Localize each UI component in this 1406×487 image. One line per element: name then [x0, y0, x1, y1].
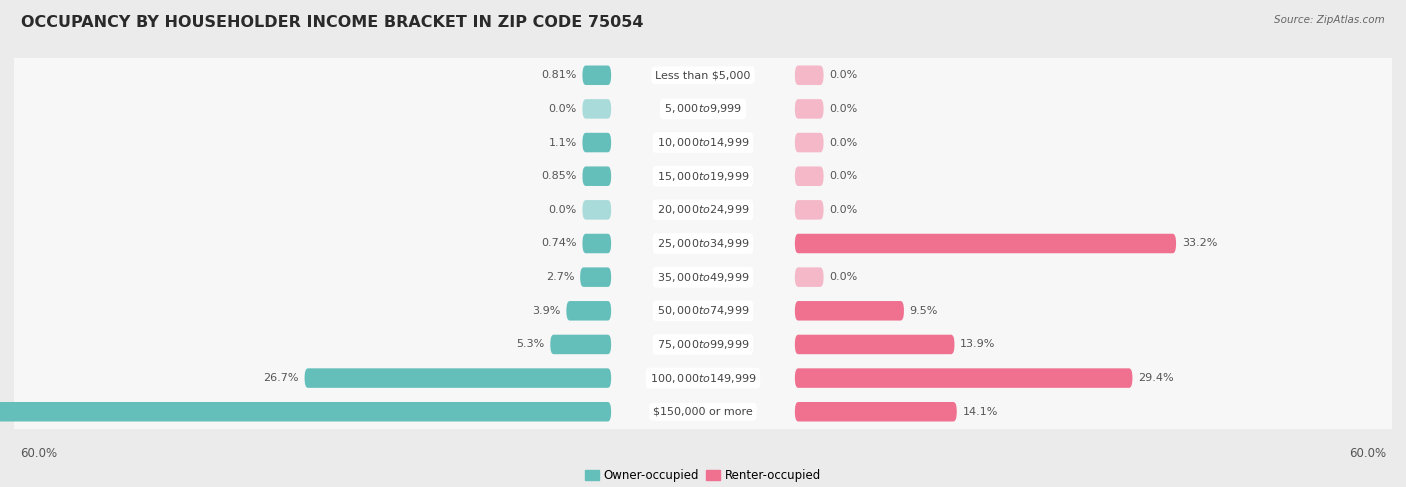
FancyBboxPatch shape — [794, 234, 1175, 253]
FancyBboxPatch shape — [581, 267, 612, 287]
FancyBboxPatch shape — [0, 402, 612, 421]
Text: 0.81%: 0.81% — [541, 70, 576, 80]
Text: 1.1%: 1.1% — [548, 137, 576, 148]
Text: 60.0%: 60.0% — [1350, 447, 1386, 460]
FancyBboxPatch shape — [794, 99, 824, 119]
FancyBboxPatch shape — [8, 193, 1398, 226]
FancyBboxPatch shape — [582, 99, 612, 119]
Text: 0.0%: 0.0% — [548, 205, 576, 215]
FancyBboxPatch shape — [794, 133, 824, 152]
FancyBboxPatch shape — [582, 133, 612, 152]
Text: $50,000 to $74,999: $50,000 to $74,999 — [657, 304, 749, 318]
FancyBboxPatch shape — [8, 261, 1398, 294]
FancyBboxPatch shape — [8, 361, 1398, 395]
Text: $20,000 to $24,999: $20,000 to $24,999 — [657, 204, 749, 216]
Text: 0.0%: 0.0% — [830, 171, 858, 181]
FancyBboxPatch shape — [794, 200, 824, 220]
Text: Less than $5,000: Less than $5,000 — [655, 70, 751, 80]
FancyBboxPatch shape — [582, 167, 612, 186]
FancyBboxPatch shape — [794, 368, 1132, 388]
Text: 2.7%: 2.7% — [546, 272, 575, 282]
FancyBboxPatch shape — [582, 234, 612, 253]
FancyBboxPatch shape — [8, 126, 1398, 159]
Text: 14.1%: 14.1% — [963, 407, 998, 417]
FancyBboxPatch shape — [794, 301, 904, 320]
Text: 0.0%: 0.0% — [830, 137, 858, 148]
Text: 0.74%: 0.74% — [541, 239, 576, 248]
FancyBboxPatch shape — [794, 402, 956, 421]
Text: 33.2%: 33.2% — [1182, 239, 1218, 248]
Text: $150,000 or more: $150,000 or more — [654, 407, 752, 417]
Text: $5,000 to $9,999: $5,000 to $9,999 — [664, 102, 742, 115]
Text: 0.0%: 0.0% — [830, 205, 858, 215]
FancyBboxPatch shape — [8, 328, 1398, 361]
FancyBboxPatch shape — [794, 335, 955, 354]
Text: 0.0%: 0.0% — [830, 272, 858, 282]
Text: 0.85%: 0.85% — [541, 171, 576, 181]
Text: $35,000 to $49,999: $35,000 to $49,999 — [657, 271, 749, 283]
Text: 26.7%: 26.7% — [263, 373, 299, 383]
FancyBboxPatch shape — [794, 267, 824, 287]
FancyBboxPatch shape — [8, 58, 1398, 92]
Text: $15,000 to $19,999: $15,000 to $19,999 — [657, 169, 749, 183]
Text: $75,000 to $99,999: $75,000 to $99,999 — [657, 338, 749, 351]
Text: $100,000 to $149,999: $100,000 to $149,999 — [650, 372, 756, 385]
FancyBboxPatch shape — [550, 335, 612, 354]
FancyBboxPatch shape — [794, 167, 824, 186]
Text: $10,000 to $14,999: $10,000 to $14,999 — [657, 136, 749, 149]
Text: 13.9%: 13.9% — [960, 339, 995, 350]
Text: OCCUPANCY BY HOUSEHOLDER INCOME BRACKET IN ZIP CODE 75054: OCCUPANCY BY HOUSEHOLDER INCOME BRACKET … — [21, 15, 644, 30]
FancyBboxPatch shape — [8, 395, 1398, 429]
FancyBboxPatch shape — [582, 200, 612, 220]
Text: 3.9%: 3.9% — [533, 306, 561, 316]
FancyBboxPatch shape — [8, 92, 1398, 126]
Text: 0.0%: 0.0% — [830, 104, 858, 114]
Text: 60.0%: 60.0% — [20, 447, 56, 460]
Text: 9.5%: 9.5% — [910, 306, 938, 316]
Legend: Owner-occupied, Renter-occupied: Owner-occupied, Renter-occupied — [585, 469, 821, 482]
FancyBboxPatch shape — [8, 159, 1398, 193]
FancyBboxPatch shape — [582, 66, 612, 85]
Text: 5.3%: 5.3% — [516, 339, 544, 350]
Text: 0.0%: 0.0% — [548, 104, 576, 114]
FancyBboxPatch shape — [8, 294, 1398, 328]
FancyBboxPatch shape — [8, 226, 1398, 261]
FancyBboxPatch shape — [305, 368, 612, 388]
Text: $25,000 to $34,999: $25,000 to $34,999 — [657, 237, 749, 250]
Text: 0.0%: 0.0% — [830, 70, 858, 80]
Text: 29.4%: 29.4% — [1139, 373, 1174, 383]
FancyBboxPatch shape — [567, 301, 612, 320]
Text: Source: ZipAtlas.com: Source: ZipAtlas.com — [1274, 15, 1385, 25]
FancyBboxPatch shape — [794, 66, 824, 85]
